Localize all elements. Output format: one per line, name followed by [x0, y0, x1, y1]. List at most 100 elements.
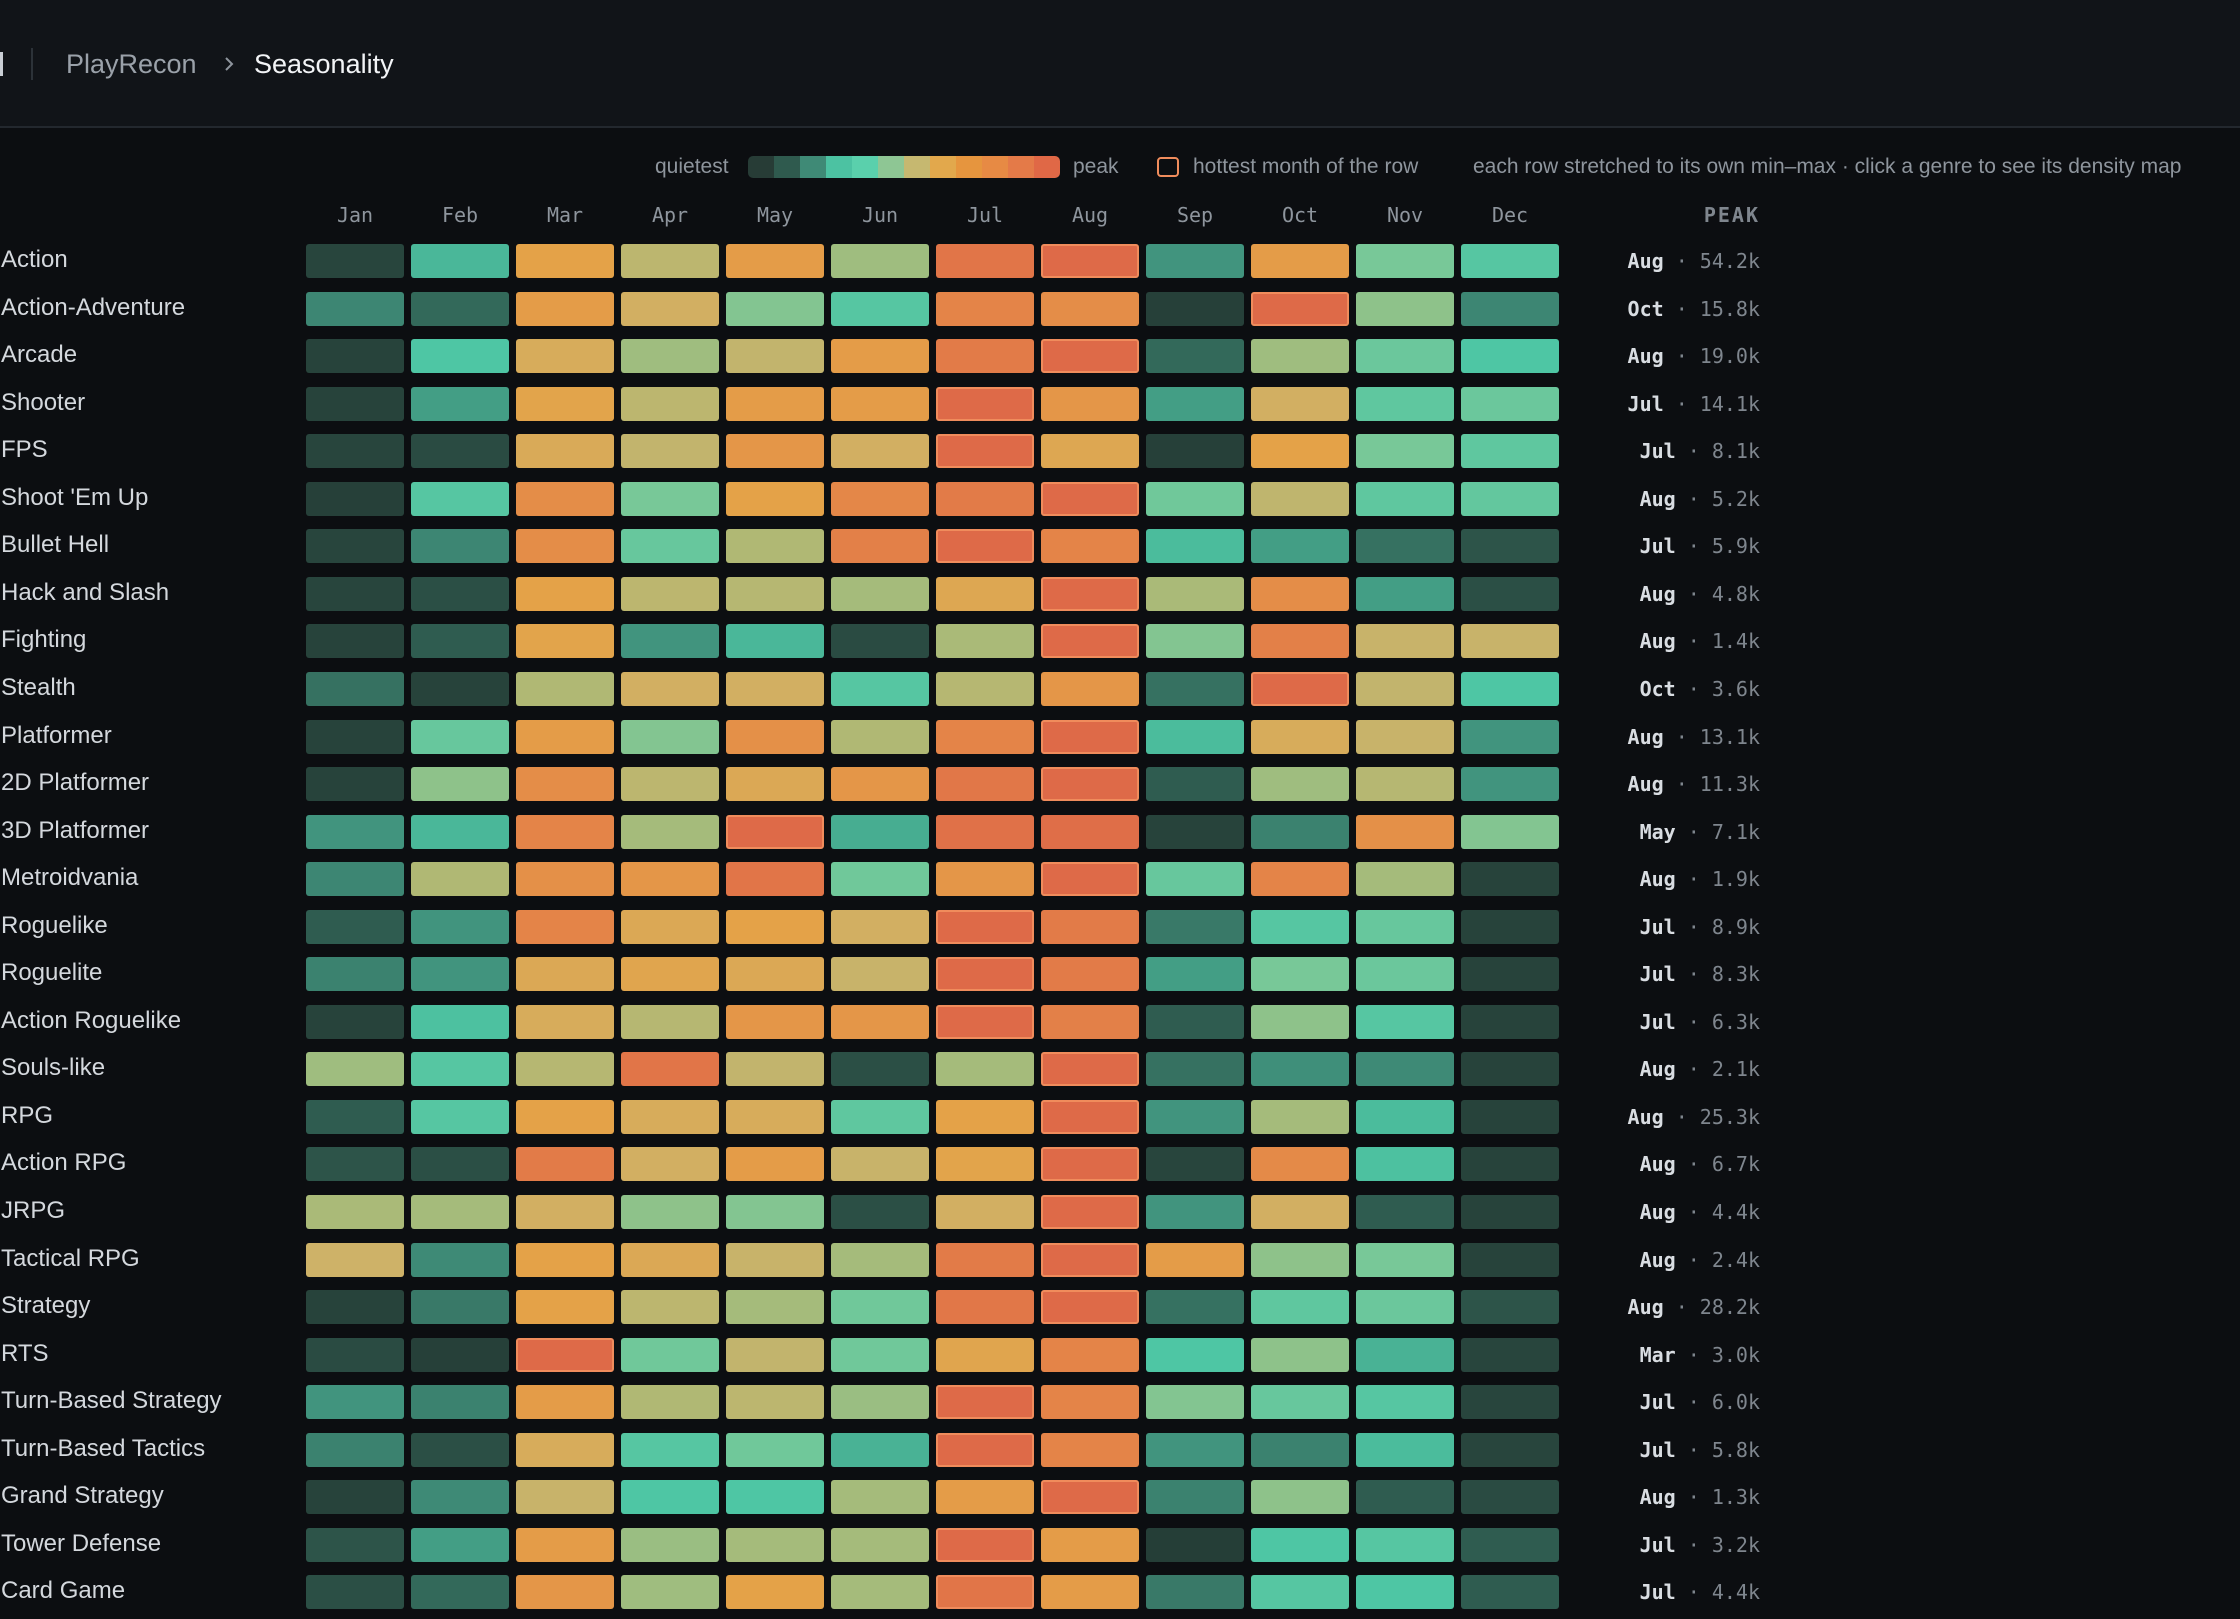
heatmap-cell-aug[interactable]: [1041, 719, 1139, 754]
heatmap-cell-feb[interactable]: [411, 481, 509, 516]
heatmap-cell-may[interactable]: [726, 291, 824, 326]
heatmap-cell-apr[interactable]: [621, 386, 719, 421]
heatmap-cell-mar[interactable]: [516, 909, 614, 944]
heatmap-cell-nov[interactable]: [1356, 671, 1454, 706]
heatmap-cell-jun[interactable]: [831, 767, 929, 802]
heatmap-cell-dec[interactable]: [1461, 1004, 1559, 1039]
genre-label[interactable]: FPS: [1, 436, 48, 464]
heatmap-cell-jan[interactable]: [306, 1099, 404, 1134]
heatmap-cell-oct[interactable]: [1251, 767, 1349, 802]
heatmap-cell-jun[interactable]: [831, 1480, 929, 1515]
heatmap-cell-dec[interactable]: [1461, 386, 1559, 421]
heatmap-cell-may[interactable]: [726, 1195, 824, 1229]
heatmap-cell-feb[interactable]: [411, 1575, 509, 1610]
heatmap-cell-jul[interactable]: [936, 291, 1034, 326]
heatmap-cell-jun[interactable]: [831, 529, 929, 564]
heatmap-cell-aug[interactable]: [1041, 481, 1139, 516]
heatmap-cell-nov[interactable]: [1356, 957, 1454, 992]
heatmap-cell-apr[interactable]: [621, 1099, 719, 1134]
genre-label[interactable]: Shoot 'Em Up: [1, 483, 149, 511]
heatmap-cell-jun[interactable]: [831, 1004, 929, 1039]
genre-label[interactable]: Tower Defense: [1, 1529, 162, 1557]
heatmap-cell-dec[interactable]: [1461, 1385, 1559, 1420]
genre-label[interactable]: Turn-Based Strategy: [1, 1387, 222, 1415]
genre-label[interactable]: RTS: [1, 1339, 49, 1367]
genre-label[interactable]: RPG: [1, 1101, 54, 1129]
heatmap-cell-mar[interactable]: [516, 291, 614, 326]
heatmap-cell-aug[interactable]: [1041, 291, 1139, 326]
heatmap-cell-may[interactable]: [726, 624, 824, 659]
heatmap-cell-jan[interactable]: [306, 481, 404, 516]
heatmap-cell-feb[interactable]: [411, 1337, 509, 1372]
genre-label[interactable]: Action-Adventure: [1, 293, 186, 321]
heatmap-cell-apr[interactable]: [621, 1480, 719, 1515]
heatmap-cell-oct[interactable]: [1251, 386, 1349, 421]
heatmap-cell-apr[interactable]: [621, 576, 719, 611]
heatmap-cell-feb[interactable]: [411, 244, 509, 278]
heatmap-cell-nov[interactable]: [1356, 386, 1454, 421]
genre-label[interactable]: Bullet Hell: [1, 531, 110, 559]
heatmap-cell-dec[interactable]: [1461, 339, 1559, 374]
heatmap-cell-jan[interactable]: [306, 339, 404, 374]
heatmap-cell-jun[interactable]: [831, 1290, 929, 1325]
heatmap-cell-may[interactable]: [726, 1527, 824, 1562]
heatmap-cell-oct[interactable]: [1251, 1527, 1349, 1562]
heatmap-cell-dec[interactable]: [1461, 1099, 1559, 1134]
heatmap-cell-jan[interactable]: [306, 1385, 404, 1420]
heatmap-cell-apr[interactable]: [621, 1147, 719, 1182]
heatmap-cell-mar[interactable]: [516, 1099, 614, 1134]
heatmap-cell-dec[interactable]: [1461, 719, 1559, 754]
heatmap-cell-jun[interactable]: [831, 862, 929, 897]
heatmap-cell-nov[interactable]: [1356, 291, 1454, 326]
heatmap-cell-may[interactable]: [726, 1099, 824, 1134]
heatmap-cell-jan[interactable]: [306, 1527, 404, 1562]
heatmap-cell-jun[interactable]: [831, 1527, 929, 1562]
heatmap-cell-mar[interactable]: [516, 529, 614, 564]
heatmap-cell-mar[interactable]: [516, 576, 614, 611]
heatmap-cell-may[interactable]: [726, 909, 824, 944]
heatmap-cell-sep[interactable]: [1146, 767, 1244, 802]
heatmap-cell-aug[interactable]: [1041, 386, 1139, 421]
heatmap-cell-aug[interactable]: [1041, 957, 1139, 992]
heatmap-cell-jun[interactable]: [831, 291, 929, 326]
heatmap-cell-oct[interactable]: [1251, 1290, 1349, 1325]
heatmap-cell-jul[interactable]: [936, 1147, 1034, 1182]
heatmap-cell-oct[interactable]: [1251, 1099, 1349, 1134]
heatmap-cell-sep[interactable]: [1146, 1052, 1244, 1087]
heatmap-cell-aug[interactable]: [1041, 1052, 1139, 1087]
heatmap-cell-sep[interactable]: [1146, 1337, 1244, 1372]
genre-label[interactable]: Shooter: [1, 388, 86, 416]
heatmap-cell-jul[interactable]: [936, 862, 1034, 897]
heatmap-cell-mar[interactable]: [516, 1052, 614, 1087]
heatmap-cell-nov[interactable]: [1356, 1575, 1454, 1610]
heatmap-cell-aug[interactable]: [1041, 1432, 1139, 1467]
heatmap-cell-dec[interactable]: [1461, 244, 1559, 278]
heatmap-cell-jan[interactable]: [306, 1147, 404, 1182]
heatmap-cell-apr[interactable]: [621, 481, 719, 516]
genre-label[interactable]: Arcade: [1, 341, 78, 369]
heatmap-cell-jan[interactable]: [306, 1432, 404, 1467]
heatmap-cell-mar[interactable]: [516, 244, 614, 278]
heatmap-cell-feb[interactable]: [411, 434, 509, 469]
heatmap-cell-feb[interactable]: [411, 529, 509, 564]
heatmap-cell-feb[interactable]: [411, 1432, 509, 1467]
heatmap-cell-sep[interactable]: [1146, 909, 1244, 944]
heatmap-cell-feb[interactable]: [411, 1290, 509, 1325]
heatmap-cell-jun[interactable]: [831, 576, 929, 611]
heatmap-cell-jun[interactable]: [831, 481, 929, 516]
genre-label[interactable]: Card Game: [1, 1577, 126, 1605]
heatmap-cell-sep[interactable]: [1146, 957, 1244, 992]
heatmap-cell-sep[interactable]: [1146, 434, 1244, 469]
heatmap-cell-oct[interactable]: [1251, 671, 1349, 706]
heatmap-cell-nov[interactable]: [1356, 767, 1454, 802]
heatmap-cell-may[interactable]: [726, 862, 824, 897]
heatmap-cell-jul[interactable]: [936, 576, 1034, 611]
heatmap-cell-sep[interactable]: [1146, 1575, 1244, 1610]
heatmap-cell-nov[interactable]: [1356, 719, 1454, 754]
heatmap-cell-dec[interactable]: [1461, 862, 1559, 897]
heatmap-cell-jul[interactable]: [936, 1290, 1034, 1325]
heatmap-cell-apr[interactable]: [621, 339, 719, 374]
heatmap-cell-jul[interactable]: [936, 339, 1034, 374]
heatmap-cell-dec[interactable]: [1461, 1147, 1559, 1182]
heatmap-cell-may[interactable]: [726, 1575, 824, 1610]
